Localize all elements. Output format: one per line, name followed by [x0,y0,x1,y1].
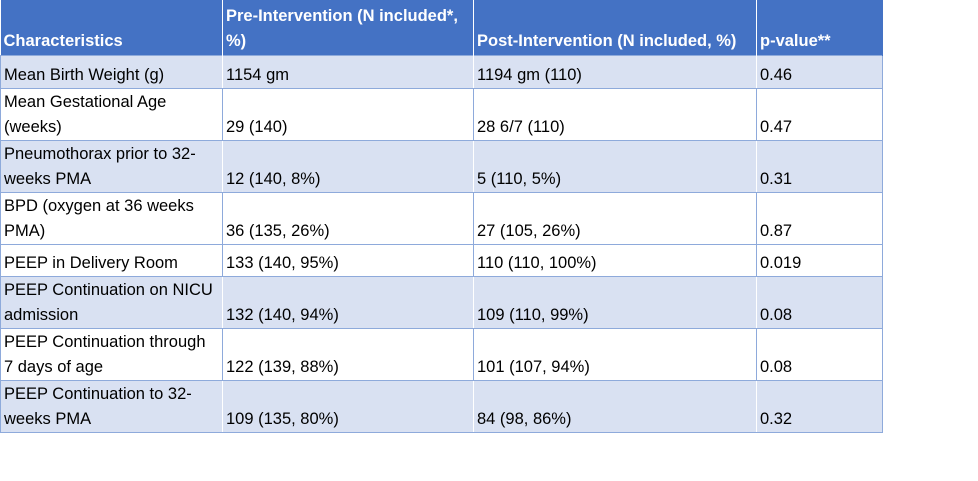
row-p-value: 0.019 [756,244,883,277]
row-post-value: 110 (110, 100%) [473,244,757,277]
row-label: PEEP Continuation to 32-weeks PMA [0,380,223,433]
row-pre-value: 1154 gm [222,55,474,89]
table-header-row: Characteristics Pre-Intervention (N incl… [0,0,883,56]
row-post-value: 5 (110, 5%) [473,140,757,193]
row-post-value: 109 (110, 99%) [473,276,757,329]
row-post-value: 27 (105, 26%) [473,192,757,245]
row-p-value: 0.47 [756,88,883,141]
table-row: BPD (oxygen at 36 weeks PMA) 36 (135, 26… [0,192,883,245]
row-label: BPD (oxygen at 36 weeks PMA) [0,192,223,245]
row-pre-value: 122 (139, 88%) [222,328,474,381]
header-post-intervention: Post-Intervention (N included, %) [473,0,757,56]
table-row: Pneumothorax prior to 32-weeks PMA 12 (1… [0,140,883,193]
header-pre-intervention: Pre-Intervention (N included*, %) [222,0,474,56]
row-label: PEEP in Delivery Room [0,244,223,277]
table-row: PEEP Continuation to 32-weeks PMA 109 (1… [0,380,883,433]
row-post-value: 101 (107, 94%) [473,328,757,381]
header-characteristics: Characteristics [0,0,223,56]
row-label: Mean Gestational Age (weeks) [0,88,223,141]
row-pre-value: 36 (135, 26%) [222,192,474,245]
table-row: PEEP in Delivery Room 133 (140, 95%) 110… [0,244,883,277]
characteristics-table: Characteristics Pre-Intervention (N incl… [0,0,883,433]
row-label: Pneumothorax prior to 32-weeks PMA [0,140,223,193]
row-p-value: 0.87 [756,192,883,245]
table-row: PEEP Continuation on NICU admission 132 … [0,276,883,329]
row-p-value: 0.32 [756,380,883,433]
row-p-value: 0.08 [756,276,883,329]
table-row: Mean Gestational Age (weeks) 29 (140) 28… [0,88,883,141]
row-pre-value: 132 (140, 94%) [222,276,474,329]
row-post-value: 28 6/7 (110) [473,88,757,141]
row-label: PEEP Continuation on NICU admission [0,276,223,329]
row-p-value: 0.08 [756,328,883,381]
row-p-value: 0.31 [756,140,883,193]
table-row: PEEP Continuation through 7 days of age … [0,328,883,381]
row-pre-value: 133 (140, 95%) [222,244,474,277]
header-p-value: p-value** [756,0,883,56]
row-pre-value: 109 (135, 80%) [222,380,474,433]
row-post-value: 84 (98, 86%) [473,380,757,433]
row-p-value: 0.46 [756,55,883,89]
row-label: Mean Birth Weight (g) [0,55,223,89]
row-label: PEEP Continuation through 7 days of age [0,328,223,381]
row-pre-value: 29 (140) [222,88,474,141]
table-row: Mean Birth Weight (g) 1154 gm 1194 gm (1… [0,55,883,89]
row-pre-value: 12 (140, 8%) [222,140,474,193]
row-post-value: 1194 gm (110) [473,55,757,89]
